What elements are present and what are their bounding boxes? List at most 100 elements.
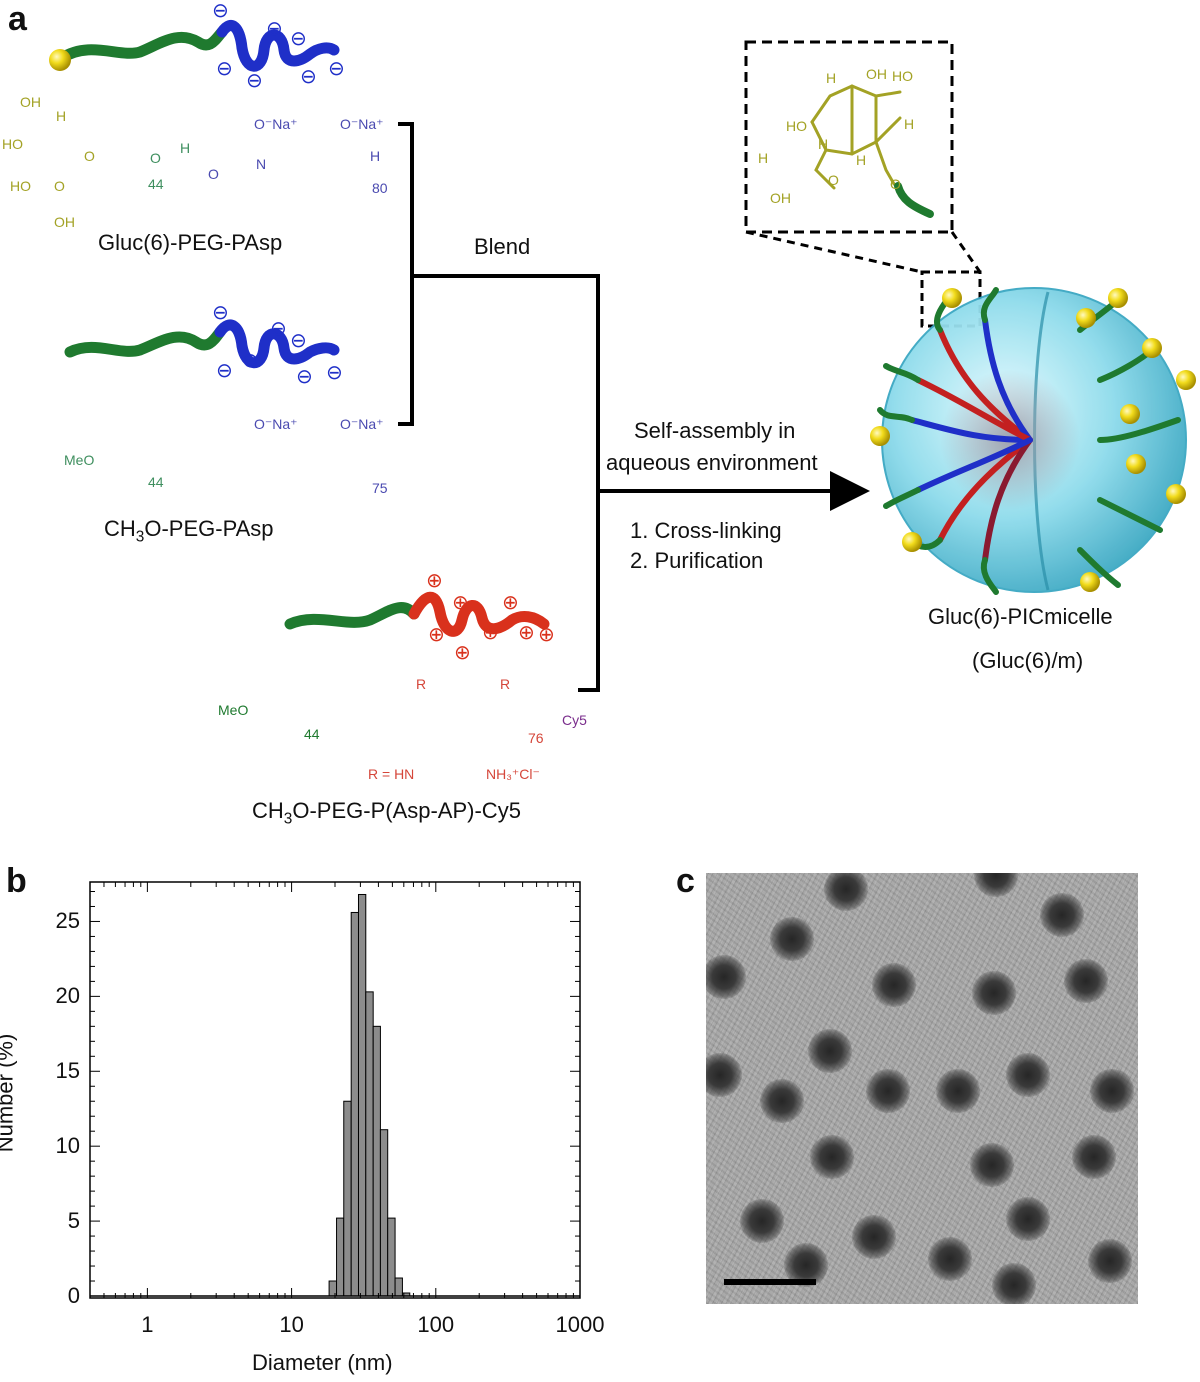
micelle-particle bbox=[760, 1079, 804, 1123]
glucose-ho: HO bbox=[2, 136, 23, 152]
peg-segment bbox=[56, 26, 228, 64]
y-axis-label: Number (%) bbox=[0, 1033, 18, 1153]
plot-frame bbox=[89, 881, 581, 1299]
histogram-bar-2 bbox=[343, 1100, 352, 1297]
negative-charge-icon: ⊖ bbox=[242, 350, 259, 372]
micelle-particle bbox=[808, 1029, 852, 1073]
micelle-particle bbox=[810, 1135, 854, 1179]
x-tick-label: 10 bbox=[279, 1312, 304, 1337]
cy5-dye: Cy5 bbox=[562, 712, 587, 728]
micelle-particle bbox=[1006, 1053, 1050, 1097]
negative-charge-icon: ⊖ bbox=[296, 366, 313, 388]
core-chains bbox=[909, 317, 1033, 563]
negative-charge-icon: ⊖ bbox=[266, 18, 283, 40]
micelle-particle bbox=[936, 1069, 980, 1113]
micelle-particle bbox=[852, 1215, 896, 1259]
inset-frame bbox=[744, 40, 954, 234]
micelle-particle bbox=[1040, 893, 1084, 937]
linker-o: O bbox=[84, 148, 95, 164]
micelle-particle bbox=[824, 873, 868, 911]
blend-label: Blend bbox=[474, 234, 531, 259]
peg-segment bbox=[64, 326, 226, 358]
carboxylate-2: O⁻Na⁺ bbox=[340, 416, 384, 432]
polymer3-label: CH3O-PEG-P(Asp-AP)-Cy5 bbox=[252, 798, 521, 828]
micelle-particle bbox=[928, 1237, 972, 1281]
carboxylate-1: O⁻Na⁺ bbox=[254, 116, 298, 132]
pasp-repeat: 76 bbox=[528, 730, 544, 746]
micelle-particle bbox=[1072, 1135, 1116, 1179]
glucose-ho2: HO bbox=[10, 178, 31, 194]
micelle-particle bbox=[1006, 1197, 1050, 1241]
negative-charge-icon: ⊖ bbox=[328, 58, 345, 80]
micelle-particle bbox=[992, 1263, 1036, 1304]
cationic-segment bbox=[408, 591, 550, 637]
carboxylate-1: O⁻Na⁺ bbox=[254, 416, 298, 432]
corona-chains bbox=[877, 287, 1181, 595]
positive-charge-icon: ⊕ bbox=[428, 624, 445, 646]
negative-charge-icon: ⊖ bbox=[326, 362, 343, 384]
positive-charge-icon: ⊕ bbox=[452, 592, 469, 614]
zoom-inset bbox=[744, 40, 982, 328]
side-chain-r1: R bbox=[416, 676, 427, 692]
blend-connector bbox=[398, 122, 870, 692]
peg-o: O bbox=[150, 150, 161, 166]
inset-h4: H bbox=[856, 152, 867, 168]
micelle-particle bbox=[706, 1053, 742, 1097]
histogram-bar-3 bbox=[350, 911, 359, 1297]
micelle-particle bbox=[974, 873, 1018, 897]
pasp-segment bbox=[216, 20, 340, 72]
polymer1-label: Gluc(6)-PEG-PAsp bbox=[98, 230, 283, 255]
histogram-bar-9 bbox=[394, 1277, 403, 1297]
inset-h3: H bbox=[818, 136, 829, 152]
negative-charge-icon: ⊖ bbox=[216, 58, 233, 80]
micelle-sphere bbox=[870, 287, 1196, 595]
negative-charge-icon: ⊖ bbox=[290, 28, 307, 50]
panel-c-letter: c bbox=[676, 862, 695, 900]
methoxy: MeO bbox=[64, 452, 95, 468]
inset-h5: H bbox=[758, 150, 769, 166]
micelle-particle bbox=[1090, 1069, 1134, 1113]
negative-charge-icon: ⊖ bbox=[216, 360, 233, 382]
r-definition-prefix: R = HN bbox=[368, 766, 415, 782]
histogram-bar-7 bbox=[379, 1129, 389, 1297]
glucose-oh2: OH bbox=[54, 214, 75, 230]
negative-charge-icon: ⊖ bbox=[212, 0, 229, 22]
inset-o2: O bbox=[890, 176, 901, 192]
step-cross-linking: 1. Cross-linking bbox=[630, 518, 782, 543]
pasp-repeat: 80 bbox=[372, 180, 388, 196]
x-tick-label: 1000 bbox=[555, 1312, 605, 1337]
side-chain-r2: R bbox=[500, 676, 511, 692]
glucose-chair bbox=[810, 84, 902, 190]
micelle-particle bbox=[970, 1143, 1014, 1187]
polymer2-label: CH3O-PEG-PAsp bbox=[104, 516, 274, 546]
positive-charge-icon: ⊕ bbox=[482, 622, 499, 644]
negative-charge-icon: ⊖ bbox=[270, 318, 287, 340]
polymer2-chain bbox=[64, 319, 340, 369]
micelle-particle bbox=[1088, 1239, 1132, 1283]
polymer3-chain bbox=[284, 591, 550, 637]
backbone-o: O bbox=[208, 166, 219, 182]
inset-oh1: OH bbox=[866, 66, 887, 82]
r-definition-suffix: NH₃⁺Cl⁻ bbox=[486, 766, 540, 782]
histogram-bar-8 bbox=[387, 1217, 396, 1297]
micelle-abbrev-label: (Gluc(6)/m) bbox=[972, 648, 1084, 673]
positive-charge-icon: ⊕ bbox=[454, 642, 471, 664]
panel-b-letter: b bbox=[6, 862, 27, 900]
micelle-particle bbox=[740, 1199, 784, 1243]
negative-charge-icon: ⊖ bbox=[300, 66, 317, 88]
positive-charge-icon: ⊕ bbox=[502, 592, 519, 614]
carboxylate-2: O⁻Na⁺ bbox=[340, 116, 384, 132]
axis-ticks bbox=[89, 882, 581, 1298]
y-tick-label: 5 bbox=[67, 1208, 80, 1234]
positive-charge-icon: ⊕ bbox=[426, 570, 443, 592]
gold-glucose-balls bbox=[870, 288, 1196, 592]
histogram-bar-4 bbox=[357, 893, 367, 1297]
backbone-h: H bbox=[370, 148, 381, 164]
peg-repeat: 44 bbox=[304, 726, 320, 742]
negative-charge-icon: ⊖ bbox=[290, 330, 307, 352]
self-assembly-label-line1: Self-assembly in bbox=[634, 418, 796, 443]
micelle-label: Gluc(6)-PICmicelle bbox=[928, 604, 1113, 629]
glucose-h: H bbox=[56, 108, 67, 124]
